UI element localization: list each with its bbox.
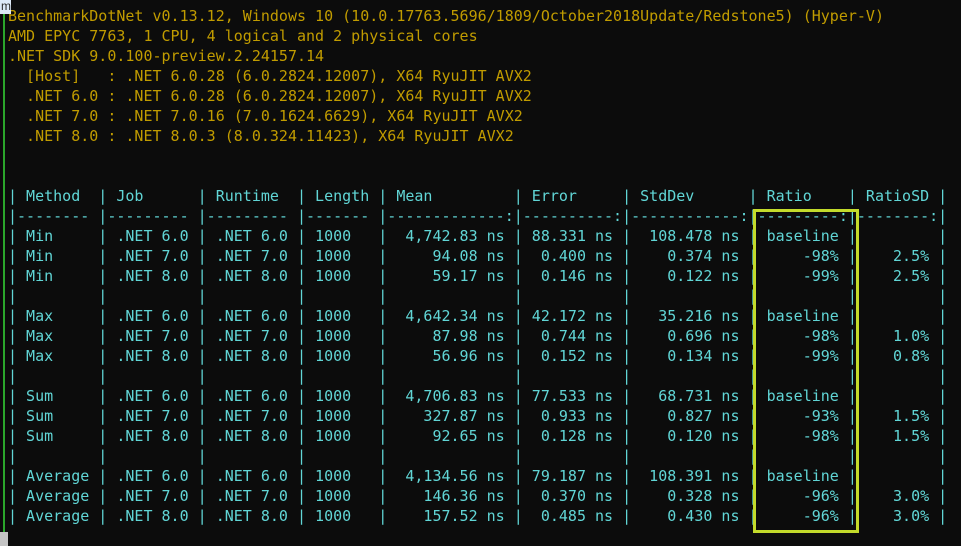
window-edge-line — [3, 0, 5, 533]
scrollbar-fragment[interactable] — [0, 532, 8, 546]
corner-tab-letter: m — [1, 0, 11, 13]
benchmark-results-table: | Method | Job | Runtime | Length | Mean… — [8, 187, 948, 525]
browser-tab-fragment[interactable]: m — [0, 0, 11, 14]
benchmark-environment-info: BenchmarkDotNet v0.13.12, Windows 10 (10… — [8, 7, 884, 145]
